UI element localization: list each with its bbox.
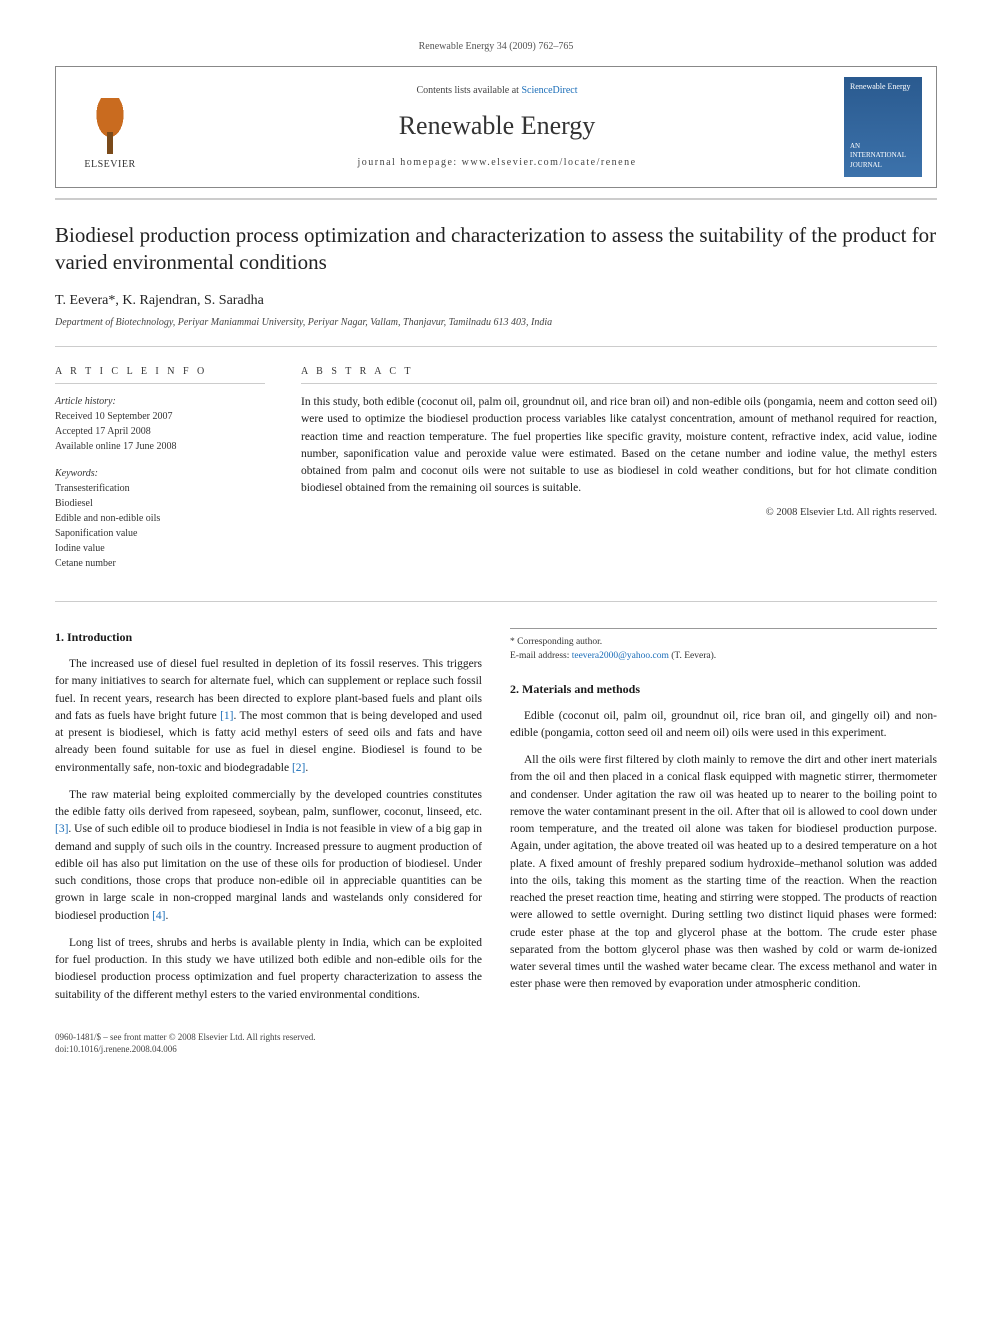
abstract-text: In this study, both edible (coconut oil,… — [301, 394, 937, 498]
abstract-heading: A B S T R A C T — [301, 365, 937, 384]
section-2-heading: 2. Materials and methods — [510, 680, 937, 698]
intro-para-3: Long list of trees, shrubs and herbs is … — [55, 935, 482, 1004]
publisher-logo-block: ELSEVIER — [70, 82, 150, 172]
homepage-url[interactable]: www.elsevier.com/locate/renene — [462, 157, 637, 168]
corresponding-author-footer: * Corresponding author. E-mail address: … — [510, 628, 937, 664]
keyword-item: Iodine value — [55, 541, 265, 556]
history-accepted: Accepted 17 April 2008 — [55, 424, 265, 439]
article-info-heading: A R T I C L E I N F O — [55, 365, 265, 384]
corr-email-link[interactable]: teevera2000@yahoo.com — [572, 651, 669, 661]
journal-homepage-line: journal homepage: www.elsevier.com/locat… — [164, 156, 830, 170]
title-block: Biodiesel production process optimizatio… — [55, 198, 937, 347]
cover-title: Renewable Energy — [850, 83, 916, 92]
journal-name: Renewable Energy — [164, 108, 830, 144]
methods-para-2: All the oils were first filtered by clot… — [510, 752, 937, 994]
keywords-label: Keywords: — [55, 466, 265, 481]
running-header: Renewable Energy 34 (2009) 762–765 — [55, 40, 937, 54]
corr-email-line: E-mail address: teevera2000@yahoo.com (T… — [510, 649, 937, 663]
corr-label: * Corresponding author. — [510, 635, 937, 649]
journal-cover-thumb: Renewable Energy AN INTERNATIONAL JOURNA… — [844, 77, 922, 177]
email-label: E-mail address: — [510, 651, 572, 661]
intro-para-2: The raw material being exploited commerc… — [55, 787, 482, 925]
article-info-column: A R T I C L E I N F O Article history: R… — [55, 365, 265, 583]
p2-seg-b: . Use of such edible oil to produce biod… — [55, 823, 482, 921]
keyword-item: Biodiesel — [55, 496, 265, 511]
p2-seg-c: . — [166, 910, 169, 922]
email-tail: (T. Eevera). — [669, 651, 716, 661]
abstract-column: A B S T R A C T In this study, both edib… — [301, 365, 937, 583]
ref-link-4[interactable]: [4] — [152, 910, 165, 922]
elsevier-tree-icon — [86, 98, 134, 154]
keyword-item: Cetane number — [55, 556, 265, 571]
contents-available-line: Contents lists available at ScienceDirec… — [164, 84, 830, 98]
ref-link-2[interactable]: [2] — [292, 762, 305, 774]
ref-link-3[interactable]: [3] — [55, 823, 68, 835]
keyword-item: Saponification value — [55, 526, 265, 541]
cover-subtitle: AN INTERNATIONAL JOURNAL — [850, 142, 916, 171]
history-label: Article history: — [55, 394, 265, 409]
publisher-label: ELSEVIER — [84, 158, 135, 172]
history-online: Available online 17 June 2008 — [55, 439, 265, 454]
article-history-block: Article history: Received 10 September 2… — [55, 394, 265, 454]
keyword-item: Edible and non-edible oils — [55, 511, 265, 526]
sciencedirect-link[interactable]: ScienceDirect — [521, 85, 577, 96]
keyword-item: Transesterification — [55, 481, 265, 496]
article-title: Biodiesel production process optimizatio… — [55, 222, 937, 277]
p2-seg-a: The raw material being exploited commerc… — [55, 789, 482, 818]
contents-prefix: Contents lists available at — [416, 85, 521, 96]
info-abstract-row: A R T I C L E I N F O Article history: R… — [55, 365, 937, 602]
page-root: Renewable Energy 34 (2009) 762–765 ELSEV… — [0, 0, 992, 1096]
affiliation-line: Department of Biotechnology, Periyar Man… — [55, 316, 937, 330]
history-received: Received 10 September 2007 — [55, 409, 265, 424]
intro-para-1: The increased use of diesel fuel resulte… — [55, 656, 482, 777]
authors-line: T. Eevera*, K. Rajendran, S. Saradha — [55, 291, 937, 311]
ref-link-1[interactable]: [1] — [220, 710, 233, 722]
doi-line: doi:10.1016/j.renene.2008.04.006 — [55, 1043, 937, 1056]
banner-center: Contents lists available at ScienceDirec… — [164, 84, 830, 170]
issn-line: 0960-1481/$ – see front matter © 2008 El… — [55, 1031, 937, 1044]
keywords-block: Keywords: Transesterification Biodiesel … — [55, 466, 265, 571]
p1-seg-c: . — [305, 762, 308, 774]
abstract-copyright: © 2008 Elsevier Ltd. All rights reserved… — [301, 506, 937, 521]
homepage-prefix: journal homepage: — [357, 157, 461, 168]
page-footer: 0960-1481/$ – see front matter © 2008 El… — [55, 1031, 937, 1056]
section-1-heading: 1. Introduction — [55, 628, 482, 646]
body-two-column: 1. Introduction The increased use of die… — [55, 628, 937, 1011]
methods-para-1: Edible (coconut oil, palm oil, groundnut… — [510, 708, 937, 743]
journal-banner: ELSEVIER Contents lists available at Sci… — [55, 66, 937, 188]
